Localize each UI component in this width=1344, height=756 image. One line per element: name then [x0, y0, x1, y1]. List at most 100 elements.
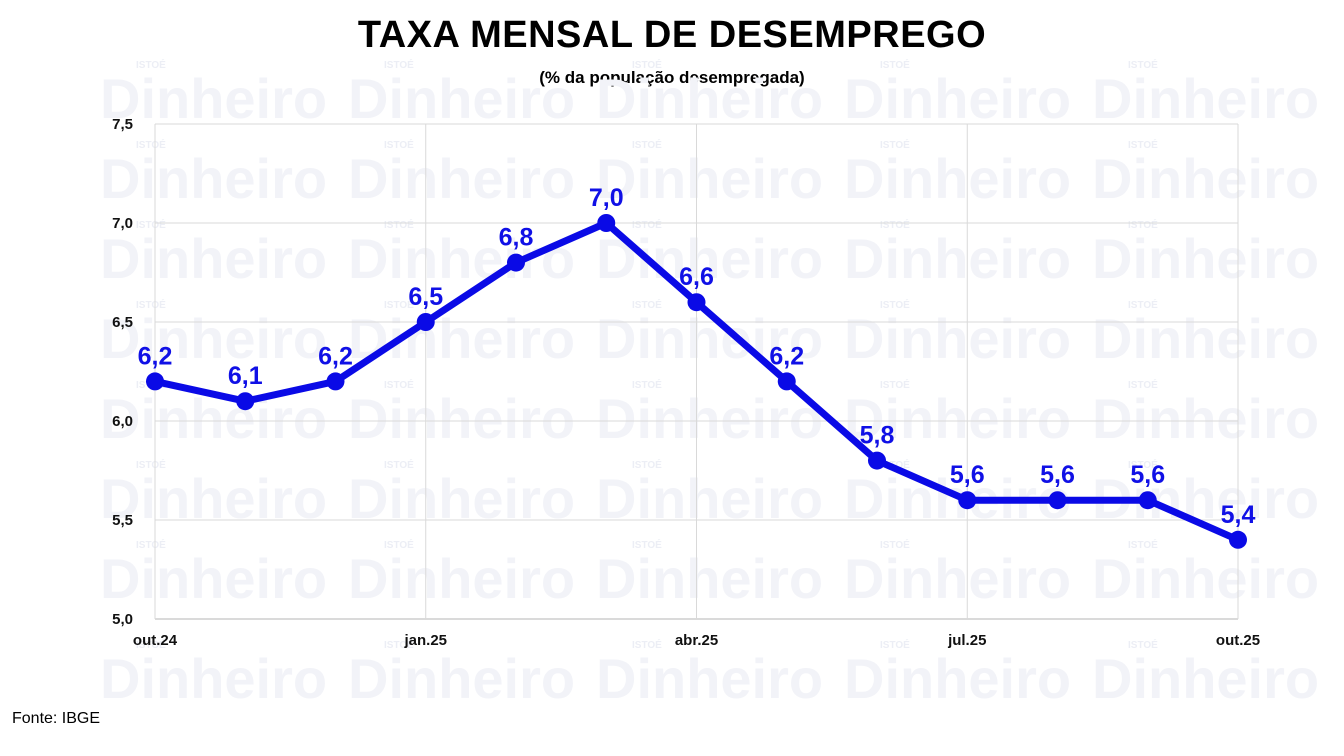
data-label: 5,6	[1040, 461, 1075, 489]
x-tick-label: jan.25	[403, 632, 447, 649]
watermark-tag: ISTOÉ	[384, 538, 414, 551]
data-point	[868, 451, 886, 470]
x-tick-label: out.24	[133, 632, 178, 649]
watermark-tag: ISTOÉ	[1128, 138, 1158, 151]
watermark-brand: Dinheiro	[100, 647, 327, 710]
watermark-brand: Dinheiro	[844, 147, 1071, 210]
data-point	[958, 491, 977, 510]
data-point	[146, 372, 164, 391]
data-label: 6,1	[228, 362, 263, 390]
watermark-brand: Dinheiro	[348, 387, 575, 450]
y-tick-label: 7,0	[112, 215, 133, 232]
series	[146, 214, 1247, 549]
watermark-brand: Dinheiro	[100, 227, 327, 290]
watermark-brand: Dinheiro	[844, 67, 1071, 130]
watermark-tag: ISTOÉ	[136, 458, 166, 471]
watermark-tag: ISTOÉ	[632, 538, 662, 551]
axes: 5,0 5,5 6,0 6,5 7,0 7,5 out.24 jan.25 abr.25 jul.…	[112, 116, 1260, 649]
watermark-tag: ISTOÉ	[384, 138, 414, 151]
y-tick-label: 5,5	[112, 512, 133, 529]
watermark-tag: ISTOÉ	[1128, 458, 1158, 471]
watermark-tag: ISTOÉ	[384, 458, 414, 471]
data-label: 6,8	[499, 224, 534, 252]
watermark-brand: Dinheiro	[100, 307, 327, 370]
watermark-brand: Dinheiro	[100, 467, 327, 530]
watermark-brand: Dinheiro	[1092, 387, 1319, 450]
data-label: 6,2	[138, 342, 173, 370]
watermark-tag: ISTOÉ	[1128, 638, 1158, 651]
watermark-brand: Dinheiro	[844, 547, 1071, 610]
watermark-brand: Dinheiro	[844, 387, 1071, 450]
watermark-tag: ISTOÉ	[1128, 58, 1158, 71]
watermark-tag: ISTOÉ	[880, 638, 910, 651]
data-point	[236, 392, 255, 411]
watermark-tag: ISTOÉ	[632, 298, 662, 311]
watermark-tag: ISTOÉ	[880, 538, 910, 551]
watermark-brand: Dinheiro	[596, 147, 823, 210]
watermark-brand: Dinheiro	[1092, 307, 1319, 370]
watermark-brand: Dinheiro	[100, 147, 327, 210]
data-point	[597, 214, 616, 232]
watermark-tag: ISTOÉ	[632, 638, 662, 651]
data-label: 5,4	[1221, 501, 1256, 529]
watermark-brand: Dinheiro	[100, 547, 327, 610]
watermark-tag: ISTOÉ	[136, 138, 166, 151]
watermark-brand: Dinheiro	[596, 387, 823, 450]
watermark-brand: Dinheiro	[348, 467, 575, 530]
data-label: 5,6	[950, 461, 985, 489]
watermark-brand: Dinheiro	[1092, 147, 1319, 210]
data-point	[687, 293, 706, 312]
data-label: 5,8	[860, 422, 895, 450]
watermark-brand: Dinheiro	[1092, 547, 1319, 610]
watermark-tag: ISTOÉ	[632, 458, 662, 471]
data-label: 6,6	[679, 263, 714, 291]
watermark-tag: ISTOÉ	[632, 58, 662, 71]
x-tick-label: out.25	[1216, 632, 1260, 649]
watermark-brand: Dinheiro	[348, 307, 575, 370]
data-point	[326, 372, 345, 391]
watermark-brand: Dinheiro	[1092, 67, 1319, 130]
data-label: 6,2	[769, 342, 804, 370]
data-point	[777, 372, 796, 391]
watermark-tag: ISTOÉ	[136, 58, 166, 71]
watermark-tag: ISTOÉ	[880, 218, 910, 231]
watermark: ISTOÉDinheiroISTOÉDinheiroISTOÉDinheiroI…	[100, 58, 1319, 710]
watermark-tag: ISTOÉ	[632, 138, 662, 151]
watermark-brand: Dinheiro	[348, 547, 575, 610]
grid	[154, 123, 1239, 620]
watermark-brand: Dinheiro	[1092, 647, 1319, 710]
data-point	[1048, 491, 1067, 510]
data-label: 7,0	[589, 184, 624, 212]
y-tick-label: 6,0	[112, 413, 133, 430]
watermark-brand: Dinheiro	[844, 227, 1071, 290]
watermark-tag: ISTOÉ	[384, 638, 414, 651]
watermark-tag: ISTOÉ	[384, 378, 414, 391]
data-point	[1138, 491, 1157, 510]
y-tick-label: 6,5	[112, 314, 133, 331]
watermark-tag: ISTOÉ	[880, 58, 910, 71]
watermark-brand: Dinheiro	[1092, 227, 1319, 290]
watermark-tag: ISTOÉ	[1128, 378, 1158, 391]
watermark-brand: Dinheiro	[596, 67, 823, 130]
watermark-brand: Dinheiro	[348, 227, 575, 290]
chart-title: TAXA MENSAL DE DESEMPREGO	[357, 14, 987, 56]
data-point	[1229, 530, 1247, 549]
data-label: 6,2	[318, 342, 353, 370]
watermark-tag: ISTOÉ	[136, 298, 166, 311]
watermark-brand: Dinheiro	[596, 467, 823, 530]
watermark-brand: Dinheiro	[596, 227, 823, 290]
watermark-brand: Dinheiro	[596, 647, 823, 710]
watermark-tag: ISTOÉ	[136, 638, 166, 651]
watermark-brand: Dinheiro	[348, 147, 575, 210]
watermark-brand: Dinheiro	[100, 67, 327, 130]
x-tick-label: abr.25	[675, 632, 718, 649]
data-label: 6,5	[408, 283, 443, 311]
chart-subtitle: (% da população desempregada)	[539, 68, 805, 87]
watermark-brand: Dinheiro	[348, 647, 575, 710]
data-point	[416, 313, 435, 331]
watermark-tag: ISTOÉ	[632, 218, 662, 231]
watermark-tag: ISTOÉ	[136, 218, 166, 231]
y-tick-label: 7,5	[112, 116, 133, 133]
watermark-tag: ISTOÉ	[384, 218, 414, 231]
